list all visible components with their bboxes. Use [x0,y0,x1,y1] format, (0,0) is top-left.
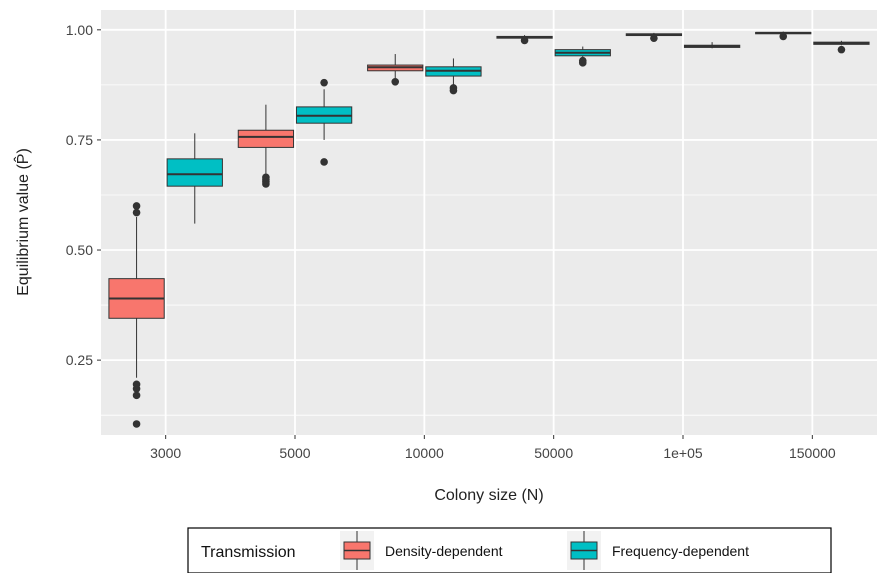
outlier-point [520,36,529,45]
box-frequency-dependent-3000 [166,133,223,224]
box-frequency-dependent-150000 [813,40,870,54]
outlier-point [132,380,141,389]
outlier-point [650,34,658,42]
x-tick-label: 10000 [405,445,444,461]
x-axis-title: Colony size (N) [434,487,543,504]
outlier-point [132,208,141,217]
legend-label: Frequency-dependent [612,543,749,559]
box-density-dependent-1e+05 [625,32,683,42]
outlier-point [578,56,587,65]
grid-lines [101,10,877,435]
outlier-point [449,84,458,92]
outlier-point [837,45,846,54]
box-frequency-dependent-5000 [295,78,353,166]
legend: Transmission Density-dependent Frequency-… [187,527,832,573]
box-density-dependent-3000 [108,202,165,428]
box-frequency-dependent-50000 [554,46,611,67]
outlier-point [320,78,328,87]
x-tick-label: 5000 [279,445,310,461]
legend-title: Transmission [201,544,296,561]
outlier-point [391,77,400,86]
box-frequency-dependent-1e+05 [683,42,741,49]
y-axis: 0.25 0.50 0.75 1.00 [66,22,101,368]
box-frequency-dependent-10000 [425,58,482,95]
x-tick-label: 1e+05 [663,445,703,461]
y-tick-label: 0.75 [66,132,93,148]
y-tick-label: 0.50 [66,242,93,258]
box-density-dependent-10000 [367,54,424,86]
legend-keys: Density-dependent Frequency-dependent [340,531,749,570]
outlier-point [132,202,141,210]
outlier-point [779,32,788,41]
outlier-point [262,173,270,182]
legend-label: Density-dependent [385,543,503,559]
box-density-dependent-5000 [237,104,295,188]
legend-item-frequency-dependent: Frequency-dependent [567,531,749,570]
plot-panel [101,10,877,435]
outlier-point [320,158,328,166]
x-tick-label: 3000 [150,445,181,461]
legend-frame [187,527,832,573]
y-axis-title: Equilibrium value (P̂) [12,148,32,296]
x-axis: 3000 5000 10000 50000 1e+05 150000 [150,435,836,461]
boxes [108,31,870,428]
outlier-point [132,420,141,428]
box-density-dependent-150000 [755,31,812,41]
x-tick-label: 150000 [789,445,836,461]
box-body [166,158,223,187]
box-body [237,129,295,148]
x-tick-label: 50000 [534,445,573,461]
outlier-point [132,391,141,400]
y-tick-label: 0.25 [66,352,93,368]
box-density-dependent-50000 [496,35,553,45]
y-tick-label: 1.00 [66,22,93,38]
legend-item-density-dependent: Density-dependent [340,531,503,570]
